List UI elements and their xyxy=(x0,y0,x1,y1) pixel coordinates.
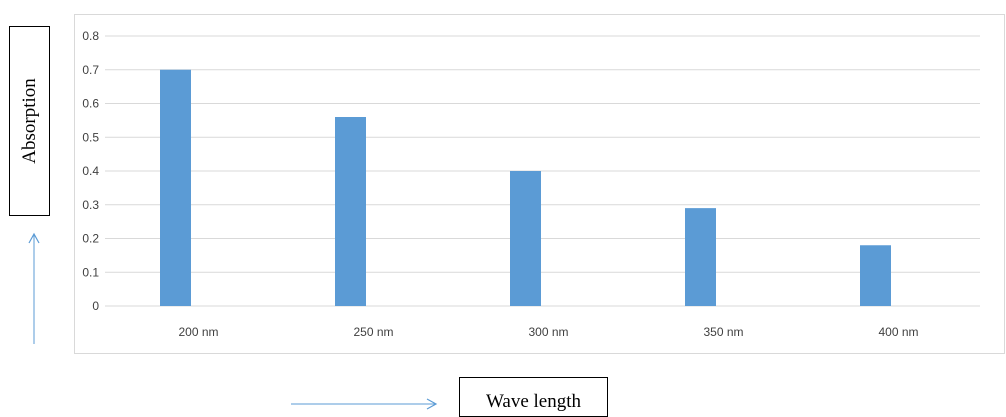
x-tick-label: 250 nm xyxy=(353,325,393,339)
bar xyxy=(160,69,191,306)
plot-area-frame xyxy=(74,14,1005,354)
bar xyxy=(860,245,891,306)
x-axis-tick-labels: 200 nm 250 nm 300 nm 350 nm 400 nm xyxy=(178,325,918,339)
y-tick-label: 0.6 xyxy=(82,97,99,111)
y-tick-label: 0 xyxy=(92,299,99,313)
y-axis-label: Absorption xyxy=(18,78,40,164)
x-axis-label: Wave length xyxy=(485,391,582,412)
bar xyxy=(510,171,541,306)
y-tick-label: 0.7 xyxy=(82,63,99,77)
y-axis-tick-labels: 0 0.1 0.2 0.3 0.4 0.5 0.6 0.7 0.8 xyxy=(82,29,99,313)
gridlines xyxy=(105,35,980,307)
y-tick-label: 0.4 xyxy=(82,164,99,178)
bar xyxy=(685,208,716,306)
x-tick-label: 350 nm xyxy=(703,325,743,339)
y-tick-label: 0.8 xyxy=(82,29,99,43)
y-tick-label: 0.1 xyxy=(82,265,99,279)
y-tick-label: 0.2 xyxy=(82,232,99,246)
x-axis-label-box: Wave length xyxy=(459,377,608,417)
x-tick-label: 400 nm xyxy=(878,325,918,339)
x-tick-label: 300 nm xyxy=(528,325,568,339)
y-tick-label: 0.3 xyxy=(82,198,99,212)
bar xyxy=(335,117,366,306)
x-tick-label: 200 nm xyxy=(178,325,218,339)
y-tick-label: 0.5 xyxy=(82,130,99,144)
y-axis-label-box: Absorption xyxy=(9,26,50,216)
bars xyxy=(160,69,891,306)
